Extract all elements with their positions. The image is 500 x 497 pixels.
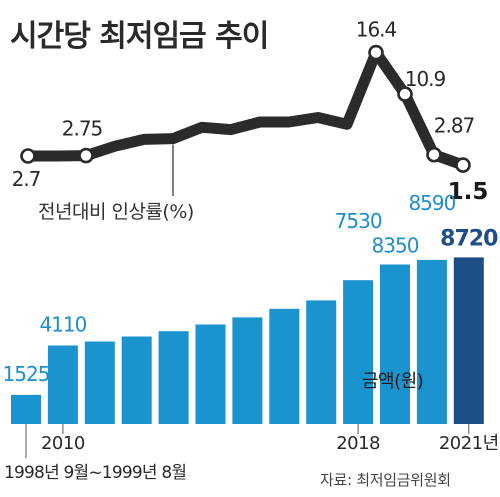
wage-bar-11 [416,259,447,424]
rate-label-0: 2.7 [12,167,41,191]
rate-point-13 [397,86,413,102]
wage-value-label-12: 8720 [440,226,498,251]
wage-value-label-0: 1525 [3,362,50,386]
wage-value-label-10: 8350 [372,234,419,258]
wage-bar-2 [84,341,115,424]
year-label-1: 2010 [41,433,85,454]
wage-bar-10 [380,264,410,424]
wage-bar-8 [306,300,337,424]
year-label-12: 2021년 [439,433,499,454]
rate-label-14: 2.87 [434,114,475,138]
rate-point-12 [368,44,384,61]
wage-bar-1 [47,345,78,424]
wage-bar-9 [343,280,374,424]
wage-bar-6 [232,317,263,424]
wage-bar-4 [158,331,189,424]
wage-bar-0 [11,394,41,424]
wage-bar-3 [121,336,152,424]
rate-point-0 [20,148,36,164]
wage-value-label-9: 7530 [335,209,382,233]
wage-value-label-11: 8590 [408,191,455,215]
first-bar-period-note: 1998년 9월~1999년 8월 [4,463,186,483]
rate-label-15: 1.5 [448,179,489,205]
chart-title: 시간당 최저임금 추이 [10,19,268,54]
rate-series-label: 전년대비 인상률(%) [38,201,194,223]
rate-label-2: 2.75 [62,117,103,141]
rate-point-15 [455,157,471,173]
wage-bar-12 [453,257,484,424]
wage-value-label-1: 4110 [39,313,86,337]
year-label-9: 2018 [336,433,380,454]
wage-bar-5 [195,324,226,424]
rate-line-group: 전년대비 인상률(%) 2.7 2.75 16.4 10.9 2.87 1.5 [12,18,489,223]
rate-point-14 [426,146,442,163]
source-note: 자료: 최저임금위원회 [320,471,451,489]
rate-line [22,47,469,171]
wage-bar-7 [269,308,300,424]
rate-point-2 [78,147,94,164]
rate-label-12: 16.4 [356,18,397,42]
wage-series-label: 금액(원) [362,371,423,392]
rate-label-13: 10.9 [405,67,446,91]
